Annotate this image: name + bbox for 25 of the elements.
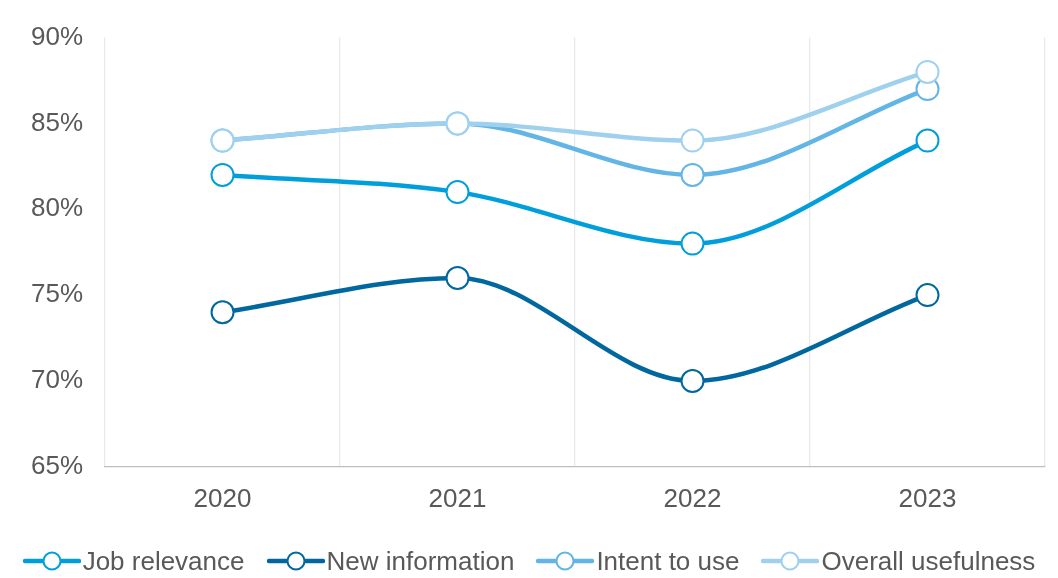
point: [915, 283, 940, 308]
x-tick-label: 2021: [428, 482, 487, 513]
point: [210, 300, 235, 325]
y-tick-label: 75%: [30, 278, 84, 309]
point: [210, 162, 235, 187]
point: [680, 368, 705, 393]
legend-label: Job relevance: [82, 545, 245, 577]
y-tick-label: 90%: [30, 20, 84, 51]
x-tick-label: 2023: [898, 482, 957, 513]
legend-label: Overall usefulness: [821, 545, 1036, 577]
point: [680, 231, 705, 256]
point: [680, 162, 705, 187]
legend-label: Intent to use: [596, 545, 740, 577]
legend-label: New information: [326, 545, 515, 577]
point: [445, 180, 470, 205]
point: [915, 128, 940, 153]
point: [680, 128, 705, 153]
x-tick-label: 2020: [193, 482, 252, 513]
y-tick-label: 80%: [30, 192, 84, 223]
x-tick-label: 2022: [663, 482, 722, 513]
y-tick-label: 65%: [30, 449, 84, 480]
point: [915, 59, 940, 84]
y-tick-label: 85%: [30, 106, 84, 137]
y-tick-label: 70%: [30, 364, 84, 395]
point: [445, 265, 470, 290]
